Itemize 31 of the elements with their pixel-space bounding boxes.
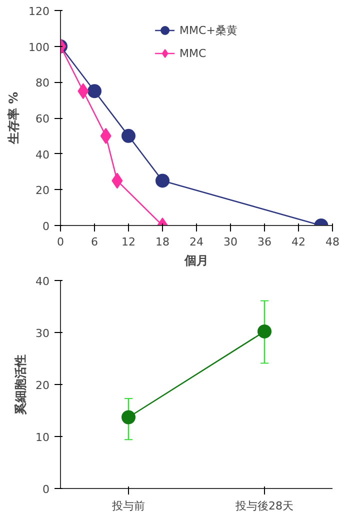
x-tick-label: 42 bbox=[292, 236, 306, 248]
y-tick-label: 40 bbox=[36, 275, 50, 288]
x-tick-label: 48 bbox=[326, 236, 340, 248]
y-tick-label: 40 bbox=[36, 148, 50, 162]
x-axis-title: 個月 bbox=[184, 254, 208, 268]
point bbox=[122, 128, 136, 143]
x-tick-label: 投与後28天 bbox=[234, 500, 294, 512]
y-tick-label: 20 bbox=[36, 184, 50, 198]
y-tick-label: 0 bbox=[42, 220, 50, 233]
x-tick-label: 投与前 bbox=[111, 500, 145, 512]
x-tick-label: 24 bbox=[190, 236, 204, 248]
x-tick-label: 6 bbox=[91, 236, 98, 248]
y-tick-label: 80 bbox=[36, 76, 50, 90]
x-tick-label: 30 bbox=[224, 236, 238, 248]
y-axis-title: 生存率 % bbox=[6, 92, 21, 146]
y-tick-label: 30 bbox=[36, 327, 50, 340]
x-tick-label: 36 bbox=[258, 236, 272, 248]
x-tick-label: 18 bbox=[156, 236, 170, 248]
point bbox=[156, 174, 170, 188]
y-axis-title: 奚細胞活性 bbox=[14, 354, 28, 416]
x-tick-label: 0 bbox=[57, 236, 64, 248]
y-tick-label: 20 bbox=[36, 379, 50, 392]
y-tick-label: 100 bbox=[28, 40, 50, 54]
y-tick-label: 120 bbox=[28, 5, 50, 18]
legend-label: MMC bbox=[180, 46, 206, 60]
y-tick-label: 60 bbox=[36, 112, 50, 126]
legend-label: MMC+桑黄 bbox=[180, 22, 238, 38]
y-tick-label: 0 bbox=[42, 483, 50, 496]
point bbox=[88, 84, 102, 98]
y-tick-label: 10 bbox=[36, 431, 50, 444]
x-tick-label: 12 bbox=[122, 236, 136, 248]
